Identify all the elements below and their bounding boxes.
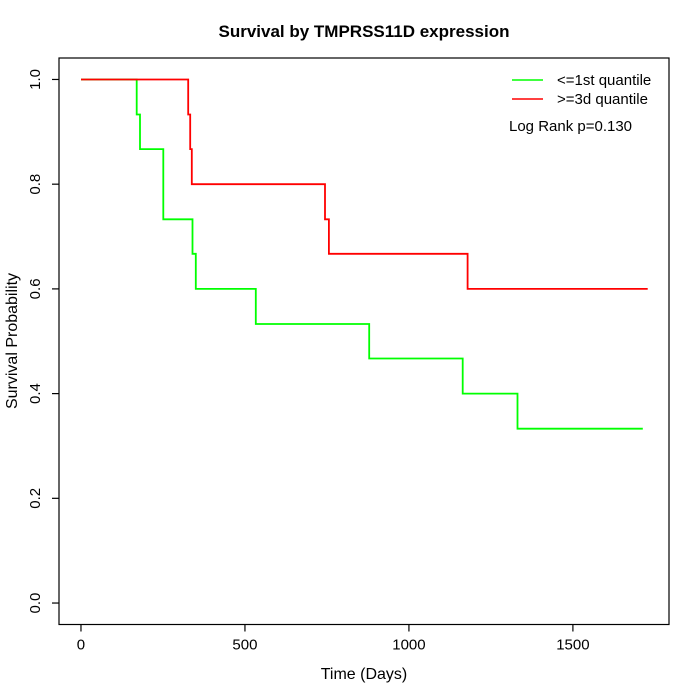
y-tick-label: 1.0 [27, 69, 44, 90]
y-tick-label: 0.8 [27, 174, 44, 195]
survival-curve-third-quantile [81, 78, 648, 290]
legend: <=1st quantile >=3d quantile Log Rank p=… [509, 72, 651, 135]
y-tick-label: 0.4 [27, 383, 44, 404]
survival-curve-first-quantile [81, 78, 643, 430]
x-tick-label: 0 [77, 637, 85, 654]
legend-label-first-quantile: <=1st quantile [557, 72, 651, 89]
x-tick-label: 1500 [556, 637, 589, 654]
y-tick-label: 0.6 [27, 278, 44, 299]
x-axis: 0 500 1000 1500 [77, 624, 590, 654]
y-axis-title: Survival Probability [4, 273, 21, 409]
x-axis-title: Time (Days) [321, 666, 408, 683]
log-rank-annotation: Log Rank p=0.130 [509, 118, 632, 135]
y-tick-label: 0.0 [27, 593, 44, 614]
plot-box [58, 57, 670, 626]
y-tick-label: 0.2 [27, 488, 44, 509]
legend-label-third-quantile: >=3d quantile [557, 91, 648, 108]
survival-curves [81, 78, 648, 430]
y-axis: 0.0 0.2 0.4 0.6 0.8 1.0 [27, 69, 59, 613]
x-tick-label: 1000 [392, 637, 425, 654]
chart-title: Survival by TMPRSS11D expression [218, 22, 509, 41]
x-tick-label: 500 [232, 637, 257, 654]
